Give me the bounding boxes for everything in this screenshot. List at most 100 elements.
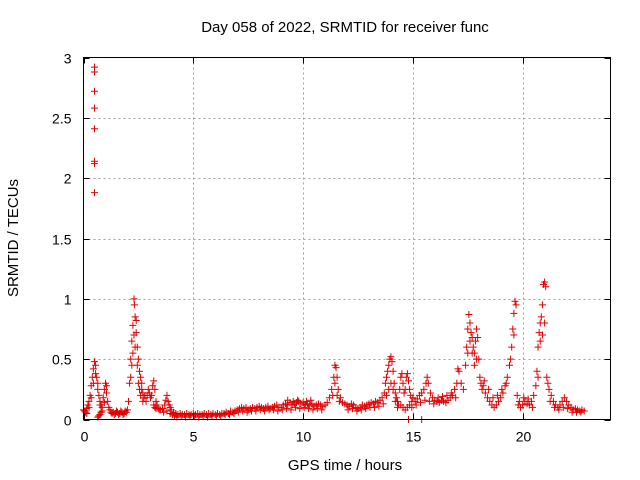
data-point [425,397,433,405]
data-point [418,389,426,397]
data-point [563,397,571,405]
data-point [493,391,501,399]
data-point [90,358,98,366]
data-point [149,382,157,390]
data-point [520,394,528,402]
data-point [134,379,142,387]
data-point [318,406,326,414]
grid-layer [83,57,611,420]
data-point [151,385,159,393]
data-point [137,373,145,381]
data-point [130,331,138,339]
data-point [127,373,135,381]
data-point [399,379,407,387]
data-point [485,385,493,393]
data-point [357,406,365,414]
data-point [538,331,546,339]
data-point [546,397,554,405]
data-point [332,364,340,372]
data-point [495,397,503,405]
x-tick-label: 20 [516,429,532,445]
data-point [129,321,137,329]
data-point [541,319,549,327]
plot-frame [83,57,611,420]
data-point [334,385,342,393]
data-point [455,367,463,375]
data-point [473,355,481,363]
data-point [580,407,588,415]
data-point [95,412,103,420]
data-point [217,412,225,420]
y-axis-label: SRMTID / TECUs [5,179,22,297]
data-point [387,379,395,387]
data-point [512,301,520,309]
data-point [302,397,310,405]
y-tick-label: 2.5 [52,111,72,127]
data-point [560,394,568,402]
data-point [389,385,397,393]
data-point [515,397,523,405]
data-point [98,407,106,415]
data-point [536,337,544,345]
data-point [470,361,478,369]
y-tick-label: 1.5 [52,232,72,248]
data-point [469,343,477,351]
data-point [542,283,550,291]
data-point [97,408,105,416]
data-point [421,396,429,404]
data-point [261,407,269,415]
data-point [305,405,313,413]
data-point [457,379,465,387]
tick-labels: 0 5 10 15 20 0 0.5 1 1.5 2 2.5 3 [52,51,531,445]
data-point [190,412,198,420]
data-point [412,401,420,409]
data-point [404,377,412,385]
data-point [252,407,260,415]
data-point [510,309,518,317]
data-point [389,367,397,375]
data-point [103,382,111,390]
data-point [519,401,527,409]
data-point [152,405,160,413]
data-point [348,405,356,413]
data-point [119,411,127,419]
data-point [466,337,474,345]
data-point [121,407,129,415]
data-point [387,353,395,361]
data-point [530,391,538,399]
data-point [489,394,497,402]
data-point [131,343,139,351]
data-point [133,361,141,369]
data-point [498,385,506,393]
data-point [289,397,297,405]
data-point [505,361,513,369]
data-point [459,385,467,393]
data-point [103,389,111,397]
data-point [226,411,234,419]
y-tick-label: 1 [64,292,72,308]
data-point [362,405,370,413]
data-point [513,391,521,399]
data-point [125,397,133,405]
data-point [344,406,352,414]
data-point [148,391,156,399]
data-point [294,396,302,404]
data-point [423,373,431,381]
x-tick-label: 10 [296,429,312,445]
data-point [486,397,494,405]
data-point [555,406,563,414]
data-point [503,373,511,381]
data-point [508,343,516,351]
data-point [287,406,295,414]
data-point [370,403,378,411]
y-tick-label: 3 [64,51,72,67]
data-point [90,104,98,112]
data-point [90,189,98,197]
data-point [544,379,552,387]
data-point [545,385,553,393]
data-point [447,389,455,397]
data-point [278,406,286,414]
data-point [532,382,540,390]
data-point [152,397,160,405]
